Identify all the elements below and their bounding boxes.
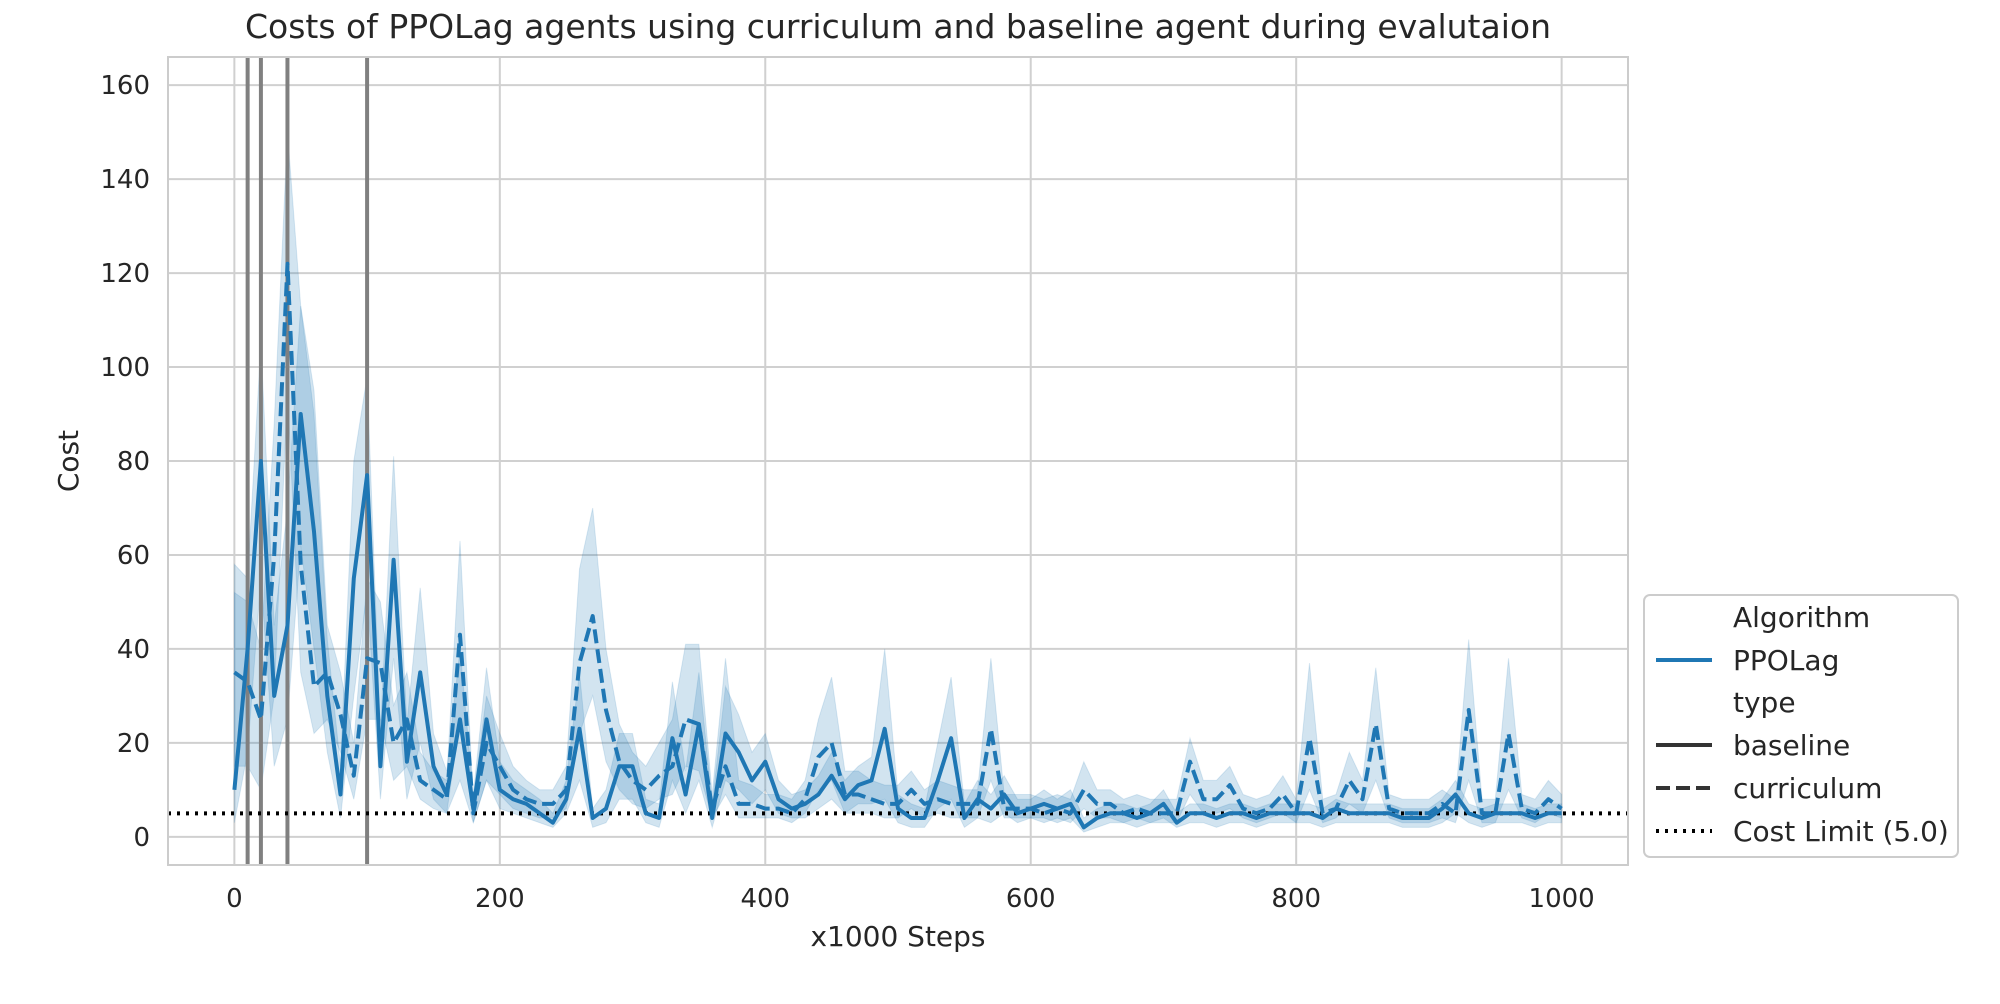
y-tick-label: 160 (100, 71, 150, 101)
legend-label-baseline: baseline (1733, 729, 1850, 762)
y-tick-label: 100 (100, 353, 150, 383)
legend-label-cost-limit: Cost Limit (5.0) (1733, 815, 1949, 848)
legend: Algorithm PPOLag type baseline curriculu… (1643, 594, 1959, 858)
chart-title: Costs of PPOLag agents using curriculum … (245, 7, 1551, 46)
y-tick-label: 40 (117, 635, 150, 665)
y-tick-label: 80 (117, 447, 150, 477)
x-tick-label: 800 (1271, 884, 1321, 914)
plot-frame (167, 56, 1629, 866)
confidence-bands (233, 132, 1563, 833)
y-tick-labels: 0 20 40 60 80 100 120 140 160 (100, 71, 150, 853)
line-curriculum (233, 261, 1563, 816)
x-tick-label: 0 (226, 884, 243, 914)
x-tick-label: 200 (475, 884, 525, 914)
legend-label-ppolag: PPOLag (1733, 644, 1839, 677)
x-tick-label: 1000 (1529, 884, 1595, 914)
x-tick-label: 600 (1006, 884, 1056, 914)
x-axis-label: x1000 Steps (810, 920, 985, 953)
line-baseline (232, 412, 1562, 830)
y-tick-label: 140 (100, 165, 150, 195)
legend-title-type: type (1733, 686, 1796, 719)
y-tick-label: 120 (100, 259, 150, 289)
y-axis-label: Cost (52, 430, 85, 492)
legend-label-curriculum: curriculum (1733, 772, 1882, 805)
band-baseline (233, 305, 1563, 833)
y-tick-label: 0 (133, 823, 150, 853)
legend-box (1643, 594, 1959, 858)
legend-title-algorithm: Algorithm (1733, 601, 1870, 634)
y-tick-label: 60 (117, 541, 150, 571)
x-tick-labels: 0 200 400 600 800 1000 (226, 884, 1595, 914)
x-tick-label: 400 (740, 884, 790, 914)
band-curriculum (233, 132, 1563, 824)
y-tick-label: 20 (117, 729, 150, 759)
series-lines (232, 261, 1563, 830)
